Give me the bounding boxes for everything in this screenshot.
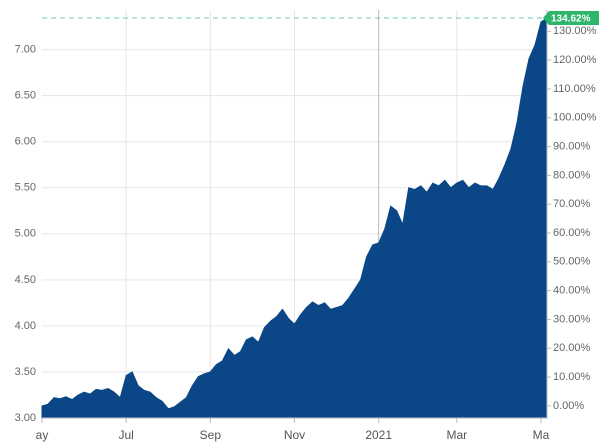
y2-tick-label: 130.00% — [553, 25, 597, 37]
y2-tick-label: 70.00% — [553, 198, 591, 210]
x-tick-label: Sep — [200, 428, 222, 442]
y-tick-label: 4.50 — [15, 274, 36, 286]
x-tick-label: Jul — [118, 428, 133, 442]
x-tick-label: Mar — [446, 428, 467, 442]
y2-tick-label: 120.00% — [553, 54, 597, 66]
last-value-label: 134.62% — [551, 14, 591, 25]
y2-tick-label: 90.00% — [553, 140, 591, 152]
y-tick-label: 5.50 — [15, 182, 36, 194]
area — [41, 17, 548, 419]
x-tick-label: 2021 — [365, 428, 392, 442]
y-tick-label: 5.00 — [15, 228, 36, 240]
x-tick-label: Nov — [284, 428, 305, 442]
y2-tick-label: 110.00% — [553, 83, 596, 95]
y-tick-label: 6.50 — [15, 90, 36, 102]
y-tick-label: 6.00 — [15, 136, 36, 148]
x-tick-label: ay — [36, 428, 49, 442]
y-tick-label: 4.00 — [15, 320, 36, 332]
y2-tick-label: 0.00% — [553, 400, 584, 412]
y-tick-label: 3.50 — [15, 366, 36, 378]
y2-tick-label: 30.00% — [553, 313, 591, 325]
y2-tick-label: 80.00% — [553, 169, 591, 181]
y-tick-label: 7.00 — [15, 44, 36, 56]
y2-tick-label: 100.00% — [553, 112, 597, 124]
x-tick-label: Ma — [533, 428, 550, 442]
y-tick-label: 3.00 — [15, 412, 36, 424]
y2-tick-label: 40.00% — [553, 285, 591, 297]
y2-tick-label: 10.00% — [553, 371, 591, 383]
last-value-badge — [543, 11, 599, 26]
y2-tick-label: 50.00% — [553, 256, 591, 268]
y2-tick-label: 60.00% — [553, 227, 591, 239]
y2-tick-label: 20.00% — [553, 342, 591, 354]
